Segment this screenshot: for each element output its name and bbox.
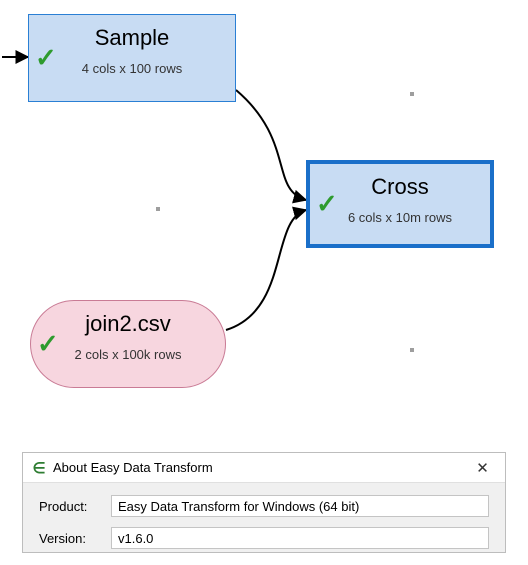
label-product: Product: [39, 499, 101, 514]
node-title: Cross [322, 174, 478, 200]
diagram-canvas: ✓ Sample 4 cols x 100 rows ✓ Cross 6 col… [0, 0, 528, 553]
dialog-titlebar[interactable]: ∈ About Easy Data Transform ✕ [23, 453, 505, 483]
row-version: Version: v1.6.0 [39, 527, 489, 549]
grid-dot [410, 92, 414, 96]
grid-dot [410, 348, 414, 352]
label-version: Version: [39, 531, 101, 546]
check-icon: ✓ [316, 189, 338, 220]
close-icon: ✕ [476, 459, 489, 477]
value-product: Easy Data Transform for Windows (64 bit) [111, 495, 489, 517]
row-product: Product: Easy Data Transform for Windows… [39, 495, 489, 517]
value-version: v1.6.0 [111, 527, 489, 549]
edge-join2-to-cross [226, 210, 306, 330]
about-dialog: ∈ About Easy Data Transform ✕ Product: E… [22, 452, 506, 553]
grid-dot [156, 207, 160, 211]
app-icon: ∈ [31, 460, 47, 476]
dialog-title: About Easy Data Transform [53, 460, 213, 475]
node-subtitle: 4 cols x 100 rows [41, 61, 223, 76]
check-icon: ✓ [35, 43, 57, 74]
node-title: Sample [41, 25, 223, 51]
node-cross[interactable]: ✓ Cross 6 cols x 10m rows [306, 160, 494, 248]
node-subtitle: 6 cols x 10m rows [322, 210, 478, 225]
node-sample[interactable]: ✓ Sample 4 cols x 100 rows [28, 14, 236, 102]
check-icon: ✓ [37, 329, 59, 360]
node-title: join2.csv [43, 311, 213, 337]
node-subtitle: 2 cols x 100k rows [43, 347, 213, 362]
edge-sample-to-cross [236, 90, 306, 200]
node-join2[interactable]: ✓ join2.csv 2 cols x 100k rows [30, 300, 226, 388]
close-button[interactable]: ✕ [460, 453, 505, 483]
